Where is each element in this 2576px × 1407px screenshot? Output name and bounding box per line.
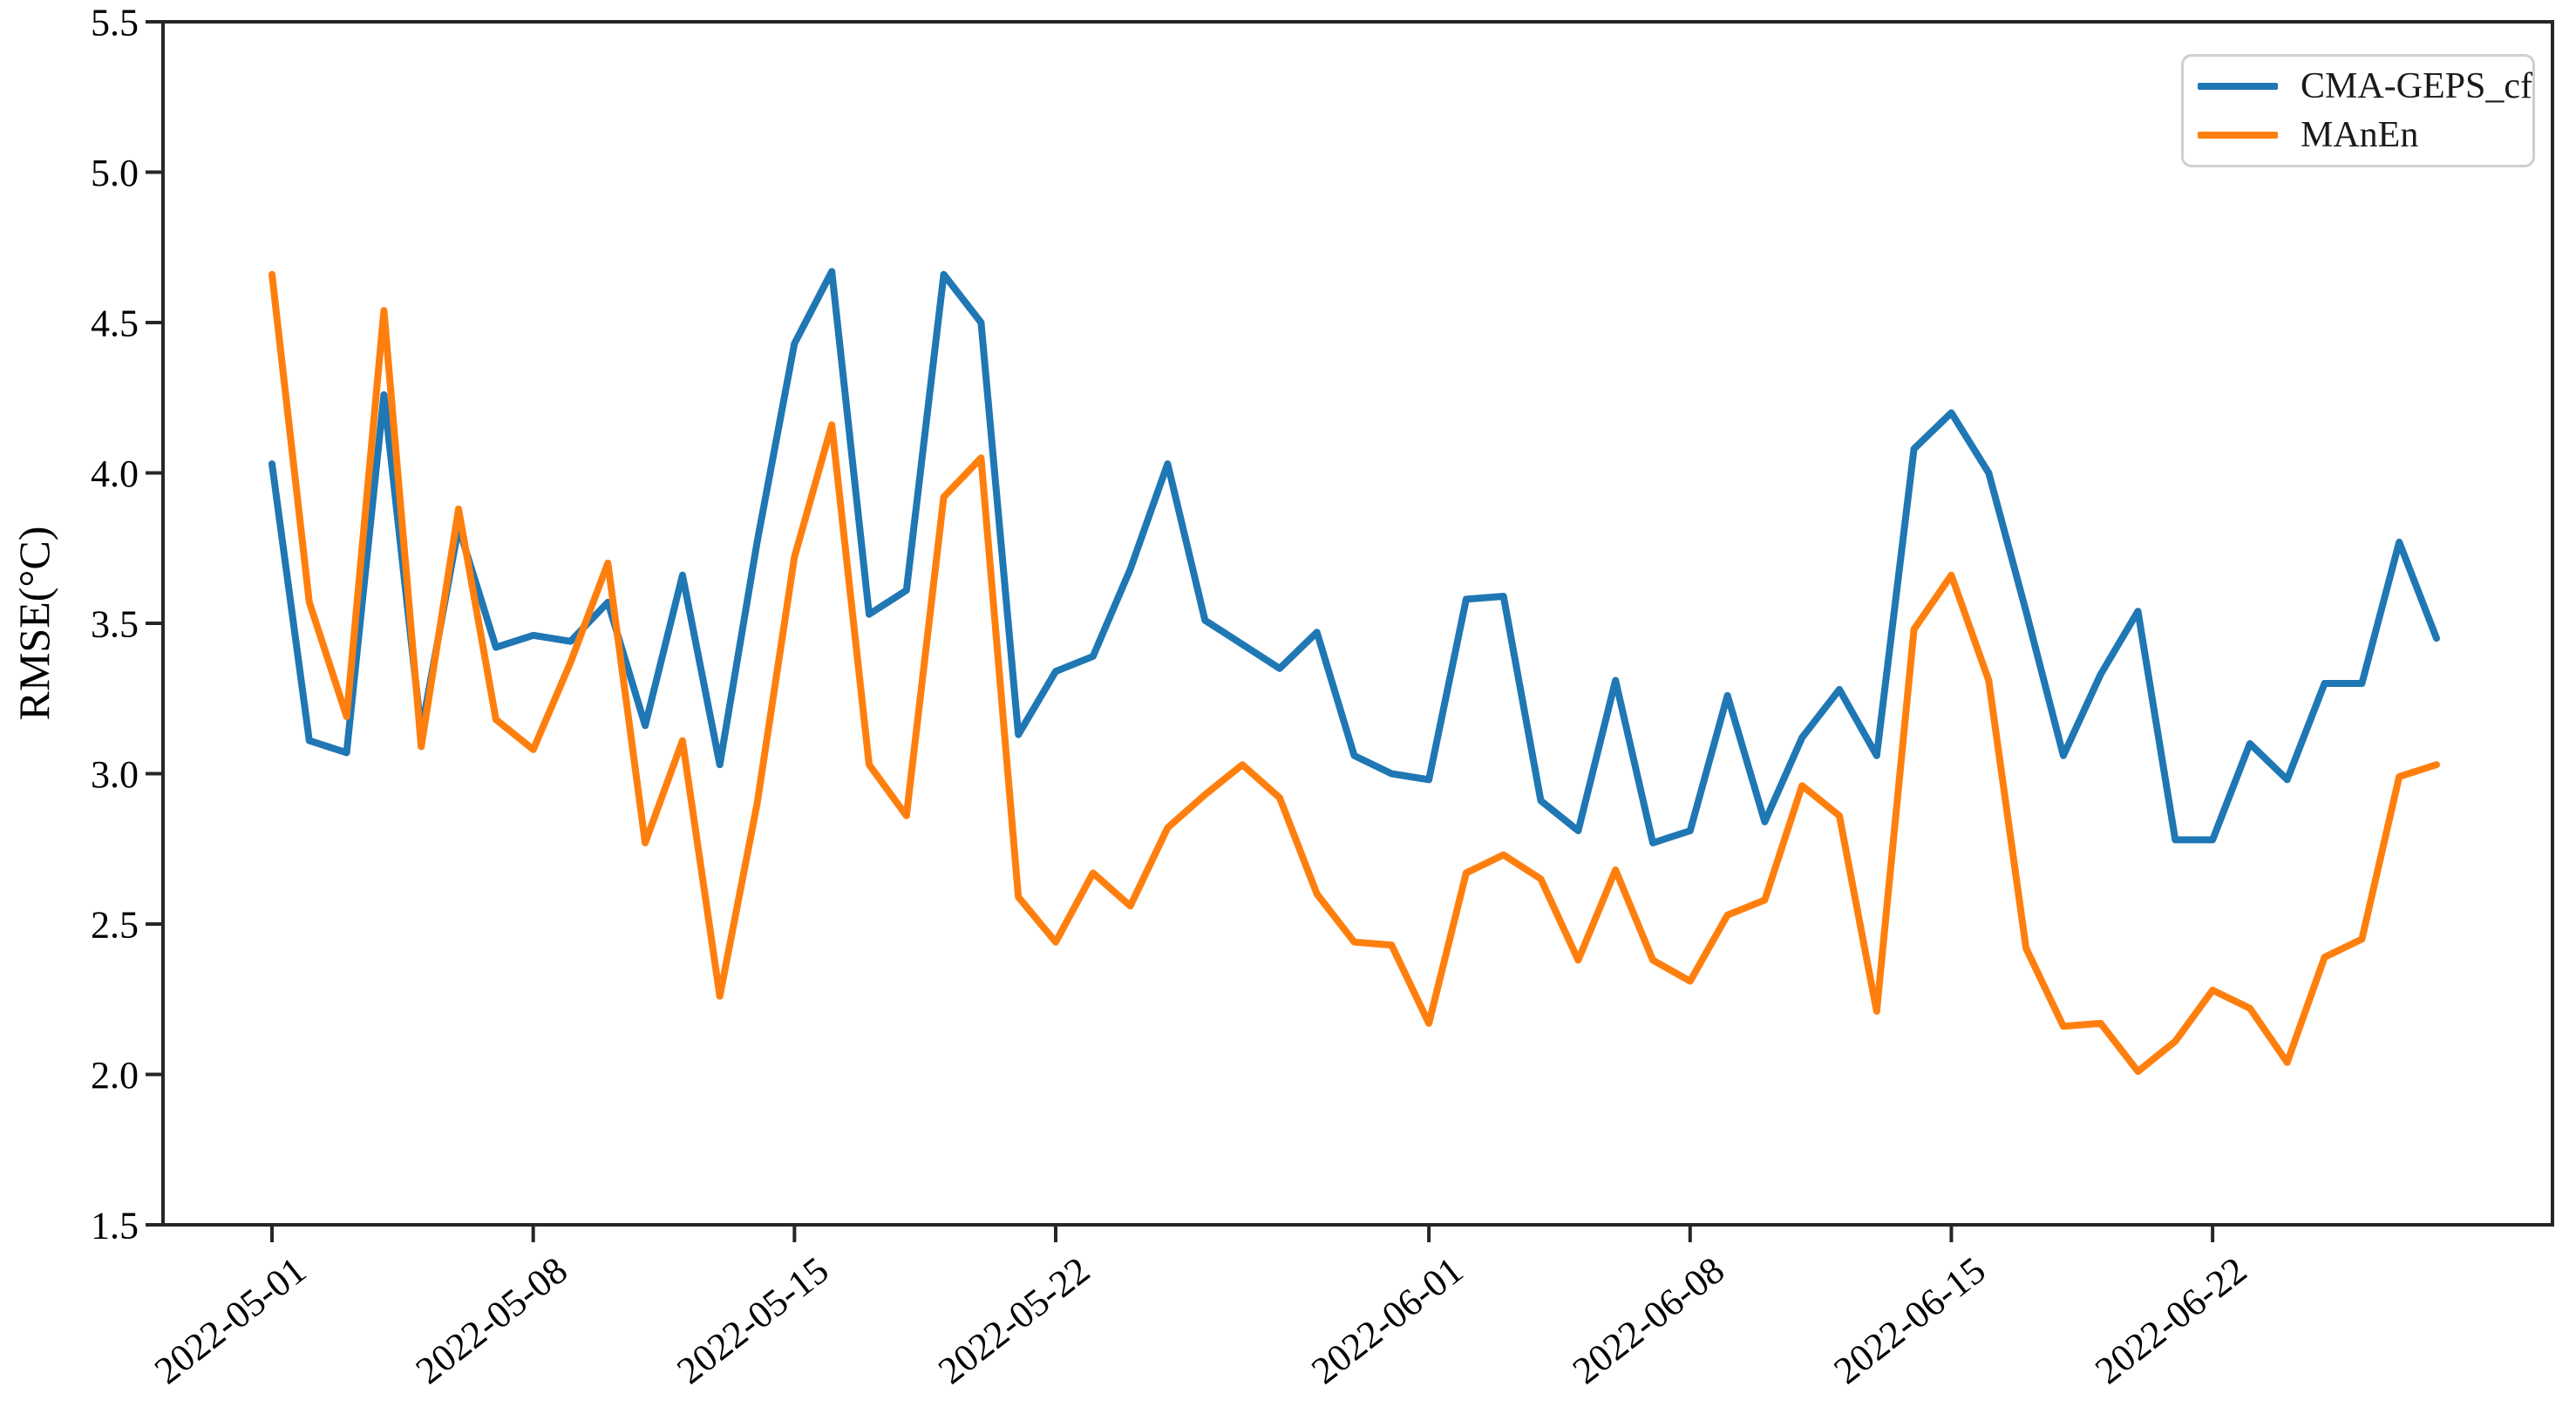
legend-label-manen: MAnEn: [2301, 114, 2419, 155]
series-line-manen: [268, 270, 2440, 1076]
y-tick-label: 4.0: [91, 452, 139, 495]
y-tick-label: 3.5: [91, 602, 139, 645]
x-tick-label: 2022-05-15: [669, 1248, 837, 1392]
legend-item-cma-geps-cf: CMA-GEPS_cf: [2198, 68, 2532, 105]
y-tick-label: 4.5: [91, 302, 139, 344]
y-axis-label: RMSE(°C): [10, 527, 58, 721]
x-tick-label: 2022-06-08: [1565, 1248, 1732, 1392]
y-tick-label: 5.0: [91, 152, 139, 194]
y-tick-label: 5.5: [91, 1, 139, 44]
y-tick-label: 1.5: [91, 1204, 139, 1247]
legend-line-sample-blue: [2198, 83, 2278, 91]
x-tick-label: 2022-05-08: [408, 1248, 575, 1392]
x-tick-label: 2022-06-22: [2087, 1248, 2254, 1392]
x-tick-label: 2022-05-01: [146, 1248, 314, 1392]
legend-item-manen: MAnEn: [2198, 117, 2532, 153]
legend: CMA-GEPS_cf MAnEn: [2181, 54, 2535, 167]
y-tick-label: 2.0: [91, 1054, 139, 1097]
x-tick-label: 2022-06-01: [1303, 1248, 1471, 1392]
plot-border: [161, 20, 2554, 1227]
x-tick-label: 2022-06-15: [1826, 1248, 1994, 1392]
x-tick-label: 2022-05-22: [930, 1248, 1098, 1392]
series-line-cma-geps-cf: [268, 268, 2440, 846]
y-tick-label: 2.5: [91, 903, 139, 946]
legend-line-sample-orange: [2198, 131, 2278, 139]
y-tick-label: 3.0: [91, 753, 139, 796]
legend-label-cma-geps-cf: CMA-GEPS_cf: [2301, 66, 2533, 107]
